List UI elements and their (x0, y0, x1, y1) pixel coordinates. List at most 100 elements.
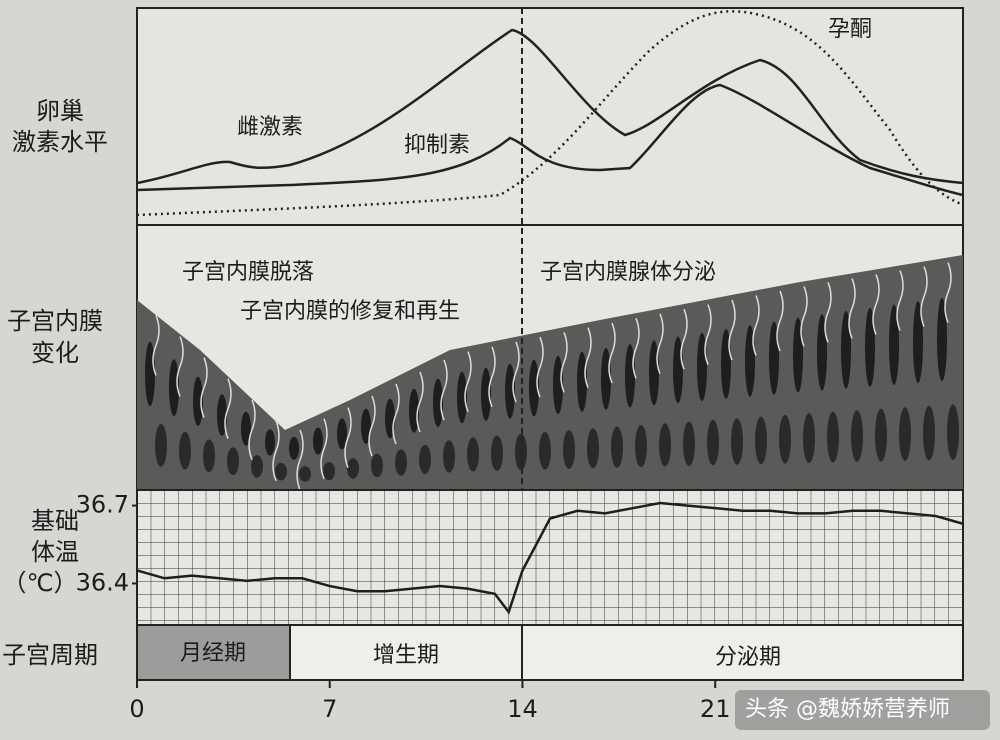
gland-duct (800, 286, 808, 347)
gland (611, 426, 623, 468)
gland (851, 410, 863, 462)
gland (227, 447, 239, 476)
gland (361, 408, 371, 444)
gland (827, 411, 839, 463)
estrogen-curve (136, 28, 964, 185)
gland (347, 458, 359, 479)
panel-label: 激素水平 (12, 128, 108, 156)
bbt-grid (136, 489, 964, 626)
gland (457, 371, 467, 424)
gland-duct (536, 336, 544, 398)
panel-label: 子宫周期 (2, 641, 98, 669)
gland (169, 359, 179, 416)
gland-duct (632, 318, 640, 379)
gland (481, 367, 491, 421)
gland-duct (176, 336, 184, 397)
gland (265, 429, 275, 456)
y-tick-label: 36.4 (76, 568, 129, 596)
gland (923, 405, 935, 461)
x-tick-label: 14 (507, 695, 538, 723)
gland (899, 407, 911, 461)
gland-duct (944, 262, 952, 323)
gland-duct (824, 282, 832, 343)
y-tick-label: 36.7 (76, 491, 129, 519)
gland-duct (320, 418, 328, 480)
gland-duct (248, 399, 256, 461)
y-axis-title: 基础 (31, 507, 79, 535)
gland (491, 435, 503, 471)
x-tick-label: 7 (322, 695, 337, 723)
gland-duct (416, 371, 424, 433)
gland (793, 317, 803, 393)
menstrual-phase (136, 624, 291, 681)
gland-duct (704, 304, 712, 365)
gland (563, 430, 575, 469)
gland (875, 408, 887, 462)
gland (865, 307, 875, 387)
gland (803, 413, 815, 464)
gland (947, 404, 959, 460)
gland-duct (200, 357, 208, 418)
gland-duct (488, 346, 496, 408)
gland (203, 439, 215, 473)
bbt-line (136, 501, 964, 615)
gland (505, 363, 515, 419)
watermark: 头条 @魏娇娇营养师 (745, 697, 950, 722)
gland (193, 376, 203, 426)
gland (289, 436, 299, 460)
gland (937, 297, 947, 382)
gland-duct (752, 295, 760, 356)
gland (467, 437, 479, 472)
gland-duct (728, 299, 736, 361)
gland-duct (152, 315, 160, 376)
gland-duct (776, 290, 784, 352)
gland-duct (464, 351, 472, 412)
hormone-label: 孕酮 (828, 17, 872, 42)
gland (635, 424, 647, 468)
gland-duct (584, 327, 592, 388)
gland (553, 355, 563, 415)
gland (443, 440, 455, 473)
progesterone-curve (136, 10, 964, 217)
gland-duct (560, 332, 568, 393)
gland-duct (344, 407, 352, 468)
gland (683, 421, 695, 466)
gland (913, 301, 923, 384)
hormone-label: 雌激素 (237, 115, 303, 140)
gland-duct (272, 420, 280, 482)
gland (395, 449, 407, 476)
gland-duct (872, 274, 880, 335)
gland (731, 418, 743, 465)
gland (529, 359, 539, 417)
panel-label: 变化 (31, 339, 79, 367)
gland (577, 351, 587, 412)
gland-duct (608, 322, 616, 384)
phase-label: 分泌期 (715, 645, 781, 670)
x-tick-label: 21 (700, 695, 731, 723)
gland (433, 378, 443, 428)
hormone-label: 抑制素 (404, 133, 470, 158)
phase-label: 增生期 (373, 643, 439, 668)
gland-duct (512, 341, 520, 403)
phase-label: 月经期 (180, 641, 246, 666)
gland (841, 311, 851, 389)
x-tick-label: 0 (129, 695, 144, 723)
glands (145, 262, 959, 491)
watermark-bg (735, 690, 990, 730)
gland (251, 455, 263, 478)
gland (371, 453, 383, 478)
gland (179, 431, 191, 470)
stage-label: 子宫内膜脱落 (182, 260, 314, 285)
stage-label: 子宫内膜的修复和再生 (240, 299, 460, 324)
gland (659, 423, 671, 467)
gland (313, 427, 323, 455)
gland (409, 388, 419, 433)
gland-duct (224, 378, 232, 439)
gland-duct (896, 270, 904, 331)
inhibin-curve (136, 83, 964, 197)
gland (601, 347, 611, 410)
gland (337, 418, 347, 450)
panel-label: 卵巢 (36, 97, 84, 125)
